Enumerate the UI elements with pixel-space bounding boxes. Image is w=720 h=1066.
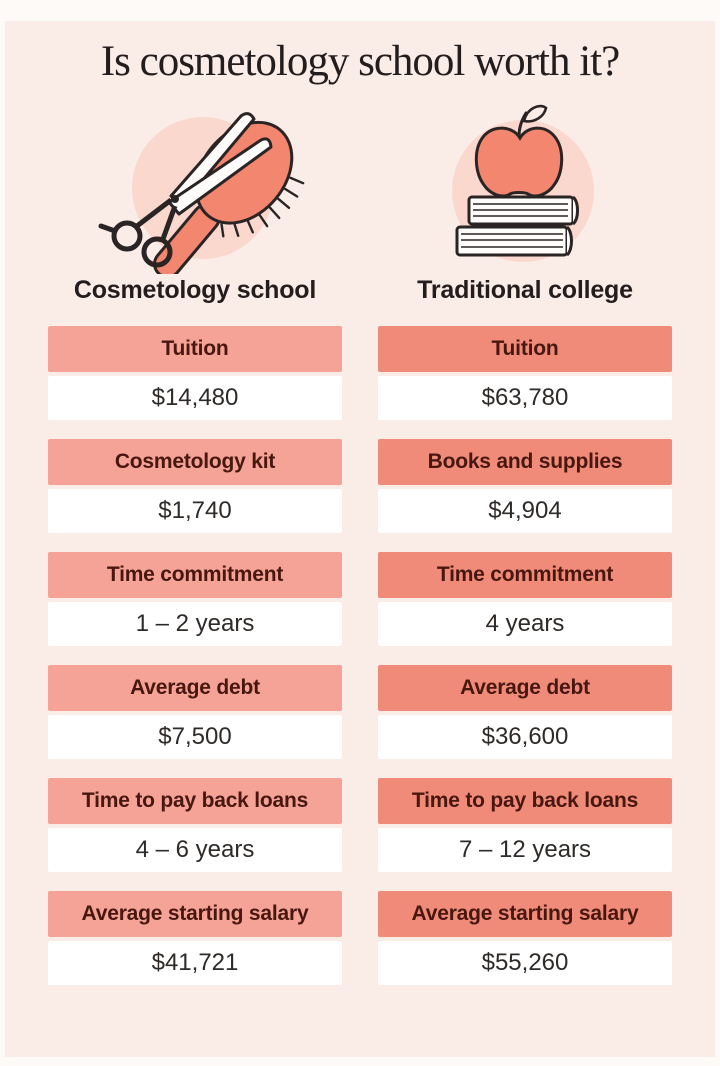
rows-traditional: Tuition $63,780 Books and supplies $4,904 Ti… <box>378 326 672 1004</box>
row-value: $14,480 <box>48 376 342 420</box>
row-value: $55,260 <box>378 941 672 985</box>
row-label: Tuition <box>48 326 342 372</box>
comparison-row: Time commitment 1 – 2 years <box>48 552 342 646</box>
comparison-row: Time commitment 4 years <box>378 552 672 646</box>
row-label: Time commitment <box>48 552 342 598</box>
row-label: Average starting salary <box>378 891 672 937</box>
scissors-and-hairbrush-svg <box>98 112 305 274</box>
page-title: Is cosmetology school worth it? <box>100 38 620 85</box>
row-value: $4,904 <box>378 489 672 533</box>
comparison-row: Average debt $7,500 <box>48 665 342 759</box>
comparison-row: Tuition $14,480 <box>48 326 342 420</box>
column-title-cosmetology: Cosmetology school <box>73 276 317 304</box>
comparison-row: Average starting salary $55,260 <box>378 891 672 985</box>
row-label: Tuition <box>378 326 672 372</box>
row-value: $63,780 <box>378 376 672 420</box>
row-label: Time to pay back loans <box>48 778 342 824</box>
row-value: $36,600 <box>378 715 672 759</box>
column-title-traditional: Traditional college <box>417 276 633 304</box>
comparison-row: Average debt $36,600 <box>378 665 672 759</box>
scissors-and-hairbrush-icon <box>48 96 342 274</box>
column-traditional-college: Traditional college Tuition $63,780 Books … <box>378 96 672 1004</box>
row-label: Average debt <box>48 665 342 711</box>
row-label: Average debt <box>378 665 672 711</box>
row-value: 4 – 6 years <box>48 828 342 872</box>
comparison-row: Tuition $63,780 <box>378 326 672 420</box>
row-label: Books and supplies <box>378 439 672 485</box>
apple-on-books-svg <box>452 104 594 262</box>
row-label: Time to pay back loans <box>378 778 672 824</box>
row-label: Cosmetology kit <box>48 439 342 485</box>
row-label: Time commitment <box>378 552 672 598</box>
row-value: 7 – 12 years <box>378 828 672 872</box>
comparison-row: Time to pay back loans 4 – 6 years <box>48 778 342 872</box>
column-cosmetology-school: Cosmetology school Tuition $14,480 Cosmeto… <box>48 96 342 1004</box>
apple-on-books-icon <box>378 96 672 274</box>
row-value: $41,721 <box>48 941 342 985</box>
rows-cosmetology: Tuition $14,480 Cosmetology kit $1,740 Time … <box>48 326 342 1004</box>
row-label: Average starting salary <box>48 891 342 937</box>
comparison-row: Cosmetology kit $1,740 <box>48 439 342 533</box>
row-value: 1 – 2 years <box>48 602 342 646</box>
comparison-columns: Cosmetology school Tuition $14,480 Cosmeto… <box>5 96 715 1004</box>
infographic-panel: Is cosmetology school worth it? <box>5 21 715 1057</box>
comparison-row: Time to pay back loans 7 – 12 years <box>378 778 672 872</box>
comparison-row: Average starting salary $41,721 <box>48 891 342 985</box>
row-value: $1,740 <box>48 489 342 533</box>
row-value: 4 years <box>378 602 672 646</box>
comparison-row: Books and supplies $4,904 <box>378 439 672 533</box>
row-value: $7,500 <box>48 715 342 759</box>
